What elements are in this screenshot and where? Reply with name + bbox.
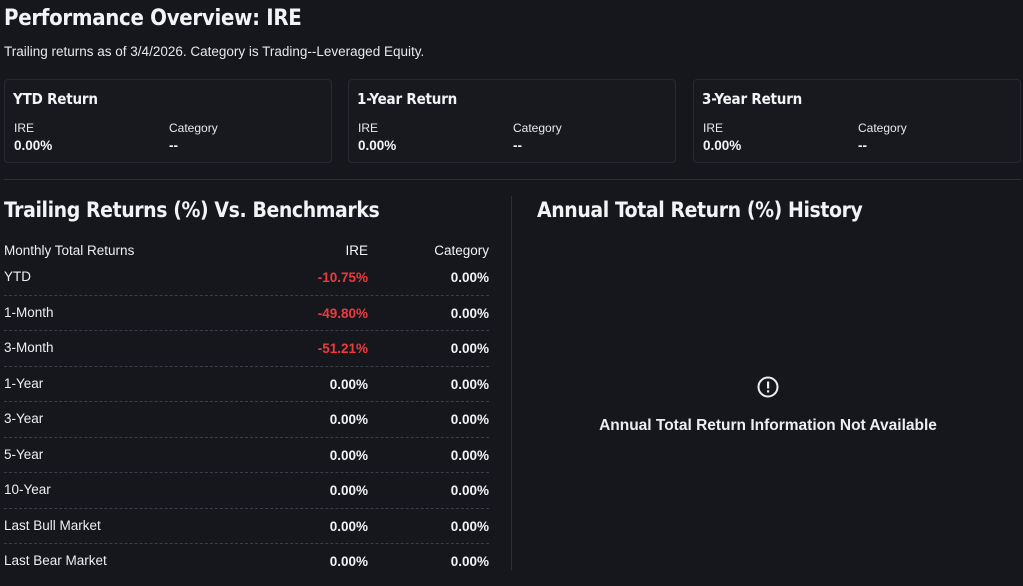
table-row: 1-Year 0.00% 0.00% xyxy=(4,367,489,402)
page-subtitle: Trailing returns as of 3/4/2026. Categor… xyxy=(4,44,425,59)
row-fund-value: -49.80% xyxy=(317,305,368,321)
card-category-label: Category xyxy=(513,121,562,135)
row-period-label: 3-Month xyxy=(4,340,54,355)
card-title: 3-Year Return xyxy=(702,90,803,108)
row-fund-value: 0.00% xyxy=(329,412,368,427)
card-title: YTD Return xyxy=(13,90,98,108)
card-fund-label: IRE xyxy=(703,121,724,135)
row-category-value: 0.00% xyxy=(450,270,489,285)
table-row: 10-Year 0.00% 0.00% xyxy=(4,473,489,509)
trailing-returns-title: Trailing Returns (%) Vs. Benchmarks xyxy=(4,198,380,222)
card-category-label: Category xyxy=(169,121,218,135)
table-row: 3-Year 0.00% 0.00% xyxy=(4,402,489,438)
row-period-label: 1-Month xyxy=(4,304,54,320)
not-available-message: Annual Total Return Information Not Avai… xyxy=(599,417,937,434)
row-period-label: Last Bull Market xyxy=(4,517,101,533)
return-cards: YTD Return IRE 0.00% Category -- 1-Year … xyxy=(4,79,1021,163)
card-title: 1-Year Return xyxy=(357,90,458,108)
card-1-year-return: 1-Year Return IRE 0.00% Category -- xyxy=(348,79,676,163)
annual-history-empty-state: Annual Total Return Information Not Avai… xyxy=(513,376,1023,435)
row-category-value: 0.00% xyxy=(450,447,489,463)
table-row: 1-Month -49.80% 0.00% xyxy=(4,296,489,331)
row-category-value: 0.00% xyxy=(450,376,489,392)
row-category-value: 0.00% xyxy=(450,305,489,321)
card-fund-value: 0.00% xyxy=(703,138,742,153)
row-period-label: 1-Year xyxy=(4,375,44,391)
card-fund-value: 0.00% xyxy=(358,138,397,153)
column-divider xyxy=(511,196,512,570)
row-period-label: Last Bear Market xyxy=(4,553,107,568)
column-header-category: Category xyxy=(434,243,489,258)
card-3-year-return: 3-Year Return IRE 0.00% Category -- xyxy=(693,79,1021,163)
row-fund-value: 0.00% xyxy=(329,483,368,498)
page-title: Performance Overview: IRE xyxy=(4,6,302,31)
row-category-value: 0.00% xyxy=(450,483,489,498)
card-category-value: -- xyxy=(858,138,867,153)
table-row: 3-Month -51.21% 0.00% xyxy=(4,331,489,367)
card-category-value: -- xyxy=(169,138,178,153)
info-circle-icon xyxy=(757,376,779,398)
card-category-label: Category xyxy=(858,121,907,135)
table-row: 5-Year 0.00% 0.00% xyxy=(4,438,489,473)
row-period-label: YTD xyxy=(4,269,31,284)
column-header-period: Monthly Total Returns xyxy=(4,243,135,258)
trailing-returns-table: Monthly Total Returns IRE Category YTD -1… xyxy=(4,240,489,579)
row-fund-value: -10.75% xyxy=(317,270,368,285)
card-fund-label: IRE xyxy=(14,121,35,135)
row-fund-value: -51.21% xyxy=(317,341,368,356)
column-header-fund: IRE xyxy=(345,243,368,258)
row-fund-value: 0.00% xyxy=(329,447,368,463)
card-fund-label: IRE xyxy=(358,121,379,135)
table-header: Monthly Total Returns IRE Category xyxy=(4,240,489,260)
card-ytd-return: YTD Return IRE 0.00% Category -- xyxy=(4,79,332,163)
row-fund-value: 0.00% xyxy=(329,518,368,534)
row-category-value: 0.00% xyxy=(450,554,489,569)
row-period-label: 5-Year xyxy=(4,446,44,462)
row-period-label: 10-Year xyxy=(4,482,51,497)
card-fund-value: 0.00% xyxy=(14,138,53,153)
row-period-label: 3-Year xyxy=(4,411,44,426)
row-category-value: 0.00% xyxy=(450,341,489,356)
section-divider xyxy=(4,179,1021,180)
row-category-value: 0.00% xyxy=(450,412,489,427)
table-row: Last Bear Market 0.00% 0.00% xyxy=(4,544,489,579)
row-category-value: 0.00% xyxy=(450,518,489,534)
row-fund-value: 0.00% xyxy=(329,554,368,569)
table-row: YTD -10.75% 0.00% xyxy=(4,260,489,296)
card-category-value: -- xyxy=(513,138,522,153)
row-fund-value: 0.00% xyxy=(329,376,368,392)
annual-history-title: Annual Total Return (%) History xyxy=(537,198,863,222)
table-row: Last Bull Market 0.00% 0.00% xyxy=(4,509,489,544)
